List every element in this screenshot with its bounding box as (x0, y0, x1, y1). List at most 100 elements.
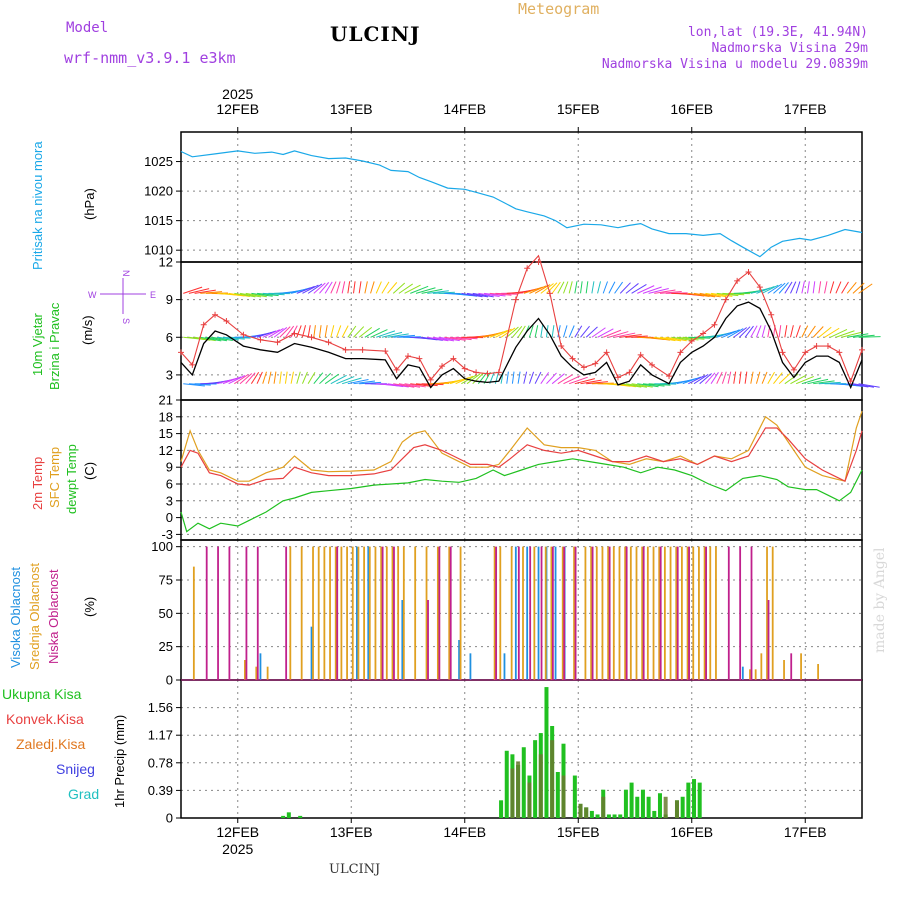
wind-arrow (472, 292, 494, 298)
wind-arrow (852, 383, 875, 388)
gust-marker (745, 269, 752, 276)
wind-arrow (267, 371, 272, 384)
rain-total-bar (533, 740, 538, 818)
wind-arrow (563, 375, 581, 385)
rain-total-bar (555, 772, 560, 818)
ytick-label: 0.39 (148, 783, 173, 798)
gust-marker (291, 330, 298, 337)
wind-arrow (625, 335, 648, 338)
gust-marker (405, 353, 411, 360)
gust-marker (756, 284, 763, 291)
gust-marker (416, 355, 423, 362)
wind-arrow (358, 281, 362, 294)
wind-arrow (256, 292, 279, 297)
wind-arrow (693, 292, 716, 298)
wind-arrow (376, 330, 396, 338)
wind-arrow (313, 372, 324, 385)
wind-arrow (807, 325, 816, 338)
wind-arrow (586, 381, 608, 385)
wind-arrow (671, 336, 693, 342)
gust-marker (722, 296, 729, 303)
wind-arrow (858, 383, 880, 388)
wind-arrow (398, 283, 414, 294)
wind-arrow (807, 378, 829, 385)
wind-arrow (234, 373, 249, 385)
wind-arrow (528, 371, 535, 384)
ytick-label: 0 (166, 673, 173, 688)
day-label-bottom: 16FEB (670, 824, 713, 840)
wind-arrow (251, 292, 273, 297)
wind-arrow (722, 329, 740, 338)
wind-arrow (846, 282, 857, 294)
wind-arrow (517, 325, 526, 338)
wind-arrow (432, 336, 455, 342)
rain-conv-bar (584, 807, 589, 818)
wind-arrow (228, 336, 251, 339)
rain-total-bar (606, 814, 611, 818)
gust-marker (569, 355, 576, 362)
legend-rain-total: Ukupna Kisa (2, 686, 82, 702)
compass-w: W (88, 290, 97, 300)
wind-arrow (262, 292, 285, 296)
wind-arrow (279, 371, 282, 384)
wind-arrow (341, 281, 346, 294)
panel-frame (180, 679, 863, 819)
ytick-label: 25 (159, 639, 173, 654)
wind-arrow (455, 336, 478, 340)
gust-marker (626, 369, 633, 376)
ytick-label: 1010 (144, 243, 173, 258)
wind-arrow (614, 281, 624, 294)
wind-arrow (807, 281, 810, 294)
wind-arrow (404, 383, 426, 388)
ytick-label: 18 (159, 409, 173, 424)
wind-arrow (336, 376, 355, 385)
gust-marker (768, 311, 775, 318)
rain-total-bar (635, 796, 640, 818)
wind-arrow (608, 281, 616, 294)
gust-marker (779, 349, 786, 356)
gust-marker (439, 363, 446, 370)
gust-marker (637, 351, 644, 358)
wind-arrow (347, 325, 357, 338)
wind-arrow (381, 281, 390, 294)
gust-marker (580, 364, 587, 371)
wind-arrow (704, 372, 716, 385)
rain-total-bar (589, 810, 594, 818)
compass-s: S (121, 318, 131, 324)
ytick-label: 6 (166, 477, 173, 492)
wind-arrow (790, 374, 807, 385)
gust-marker (473, 369, 480, 376)
ytick-label: 3 (166, 493, 173, 508)
ytick-label: 1020 (144, 184, 173, 199)
wind-arrow (568, 325, 575, 338)
wind-arrow (353, 380, 376, 385)
wind-arrow (427, 290, 449, 294)
wind-arrow (835, 281, 842, 294)
wind-arrow (830, 328, 848, 338)
wind-arrow (551, 281, 561, 294)
gust-marker (427, 376, 434, 383)
wind-arrow (620, 383, 642, 388)
rain-conv-bar (561, 775, 566, 818)
wind-arrow (818, 326, 832, 338)
gust-marker (836, 349, 843, 356)
gust-marker (257, 336, 264, 343)
ytick-label: 3 (166, 367, 173, 382)
wind-arrow (262, 329, 281, 338)
wind-arrow (528, 325, 534, 338)
wind-arrow (455, 375, 474, 385)
wind-arrow (739, 326, 751, 338)
wind-arrow (574, 325, 583, 338)
rain-total-bar (595, 814, 600, 818)
gust-marker (382, 348, 389, 355)
wind-arrow (296, 371, 301, 384)
wind-arrow (393, 334, 416, 338)
wind-arrow (829, 281, 835, 294)
wind-arrow (716, 371, 723, 384)
wind-arrow (716, 330, 736, 338)
gust-marker (484, 370, 491, 377)
wind-arrow (529, 285, 547, 294)
wind-arrow (387, 333, 409, 338)
ytick-label: 1.17 (148, 728, 173, 743)
